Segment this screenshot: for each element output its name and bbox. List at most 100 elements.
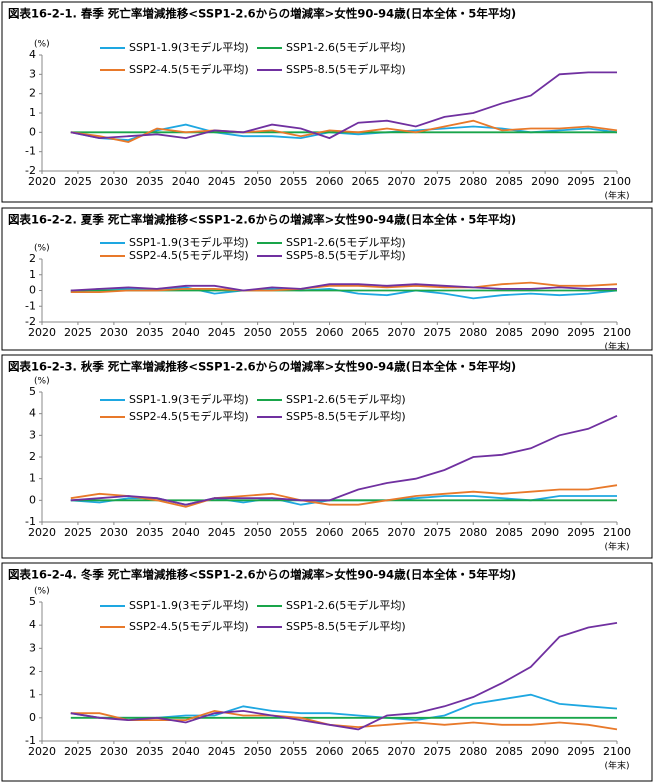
y-tick-label: 5 [29, 385, 36, 398]
y-tick-label: 0 [29, 493, 36, 506]
series-line [70, 414, 618, 506]
series-line [70, 693, 618, 722]
x-tick-label: 2045 [208, 745, 236, 758]
y-tick-label: 1 [29, 688, 36, 701]
panel-border [1, 1, 653, 203]
legend-label: SSP2-4.5(5モデル平均) [129, 619, 249, 633]
x-tick-label: 2020 [28, 326, 56, 339]
series-line [70, 283, 617, 292]
x-tick-label: 2050 [244, 526, 272, 539]
chart-title: 図表16-2-3. 秋季 死亡率増減推移<SSP1-2.6からの増減率>女性90… [8, 360, 516, 374]
x-tick-label: 2045 [208, 175, 236, 188]
x-tick-label: 2095 [567, 745, 595, 758]
y-tick-label: -2 [25, 315, 36, 328]
x-tick-label: 2095 [567, 175, 595, 188]
legend-label: SSP1-1.9(3モデル平均) [129, 40, 249, 54]
x-tick-label: 2070 [387, 326, 415, 339]
y-tick-label: -2 [25, 164, 36, 177]
y-tick-label: 2 [29, 87, 36, 100]
y-tick-label: 0 [29, 125, 36, 138]
x-tick-label: 2085 [495, 745, 523, 758]
y-tick-label: 2 [29, 450, 36, 463]
x-tick-label: 2095 [567, 526, 595, 539]
legend-label: SSP1-1.9(3モデル平均) [129, 598, 249, 612]
series-line [70, 622, 618, 731]
x-tick-label: 2030 [100, 175, 128, 188]
y-tick-label: 4 [29, 618, 36, 631]
y-tick-label: 0 [29, 711, 36, 724]
x-tick-label: 2025 [64, 175, 92, 188]
x-tick-label: 2040 [172, 175, 200, 188]
y-tick-label: 2 [29, 665, 36, 678]
x-tick-label: 2060 [316, 526, 344, 539]
x-tick-label: 2065 [351, 326, 379, 339]
panel-border [1, 207, 653, 351]
y-tick-label: -1 [25, 145, 36, 158]
x-unit: (年末) [604, 541, 629, 553]
x-tick-label: 2025 [64, 326, 92, 339]
y-tick-label: 5 [29, 595, 36, 608]
x-tick-label: 2055 [280, 326, 308, 339]
x-tick-label: 2085 [495, 175, 523, 188]
y-unit: (%) [34, 40, 50, 50]
x-tick-label: 2080 [459, 745, 487, 758]
x-tick-label: 2070 [387, 745, 415, 758]
x-tick-label: 2075 [423, 745, 451, 758]
x-tick-label: 2035 [136, 745, 164, 758]
x-tick-label: 2020 [28, 175, 56, 188]
x-tick-label: 2100 [603, 326, 631, 339]
x-tick-label: 2040 [172, 326, 200, 339]
x-tick-label: 2020 [28, 745, 56, 758]
legend-label: SSP1-2.6(5モデル平均) [286, 392, 406, 406]
y-tick-label: 1 [29, 106, 36, 119]
x-tick-label: 2060 [316, 175, 344, 188]
x-tick-label: 2085 [495, 526, 523, 539]
y-tick-label: -1 [25, 734, 36, 747]
chart-title: 図表16-2-1. 春季 死亡率増減推移<SSP1-2.6からの増減率>女性90… [8, 7, 516, 21]
x-tick-label: 2100 [603, 175, 631, 188]
y-tick-label: 3 [29, 428, 36, 441]
x-tick-label: 2030 [100, 326, 128, 339]
x-tick-label: 2100 [603, 745, 631, 758]
legend-label: SSP1-1.9(3モデル平均) [129, 392, 249, 406]
x-tick-label: 2035 [136, 175, 164, 188]
legend-label: SSP1-1.9(3モデル平均) [129, 235, 249, 249]
x-tick-label: 2035 [136, 526, 164, 539]
x-tick-label: 2025 [64, 745, 92, 758]
x-tick-label: 2050 [244, 326, 272, 339]
x-tick-label: 2065 [351, 175, 379, 188]
x-tick-label: 2080 [459, 526, 487, 539]
x-tick-label: 2070 [387, 175, 415, 188]
y-tick-label: 3 [29, 641, 36, 654]
series-line [70, 281, 618, 293]
x-tick-label: 2075 [423, 326, 451, 339]
x-tick-label: 2055 [280, 745, 308, 758]
legend-label: SSP1-2.6(5モデル平均) [286, 598, 406, 612]
x-tick-label: 2020 [28, 526, 56, 539]
y-tick-label: -1 [25, 299, 36, 312]
x-tick-label: 2090 [531, 745, 559, 758]
x-tick-label: 2060 [316, 745, 344, 758]
x-unit: (年末) [604, 341, 629, 353]
legend-label: SSP1-2.6(5モデル平均) [286, 235, 406, 249]
legend-label: SSP2-4.5(5モデル平均) [129, 409, 249, 423]
legend-label: SSP2-4.5(5モデル平均) [129, 248, 249, 262]
x-tick-label: 2095 [567, 326, 595, 339]
x-tick-label: 2060 [316, 326, 344, 339]
y-tick-label: 1 [29, 268, 36, 281]
panel-border [1, 354, 653, 559]
x-tick-label: 2040 [172, 526, 200, 539]
y-tick-label: 0 [29, 284, 36, 297]
x-tick-label: 2025 [64, 526, 92, 539]
x-tick-label: 2065 [351, 745, 379, 758]
x-tick-label: 2050 [244, 175, 272, 188]
legend-label: SSP2-4.5(5モデル平均) [129, 62, 249, 76]
x-tick-label: 2090 [531, 326, 559, 339]
panel-border [1, 562, 653, 782]
series-line [70, 484, 618, 508]
y-tick-label: -1 [25, 515, 36, 528]
x-tick-label: 2090 [531, 526, 559, 539]
legend-label: SSP5-8.5(5モデル平均) [286, 409, 406, 423]
y-unit: (%) [34, 587, 50, 597]
